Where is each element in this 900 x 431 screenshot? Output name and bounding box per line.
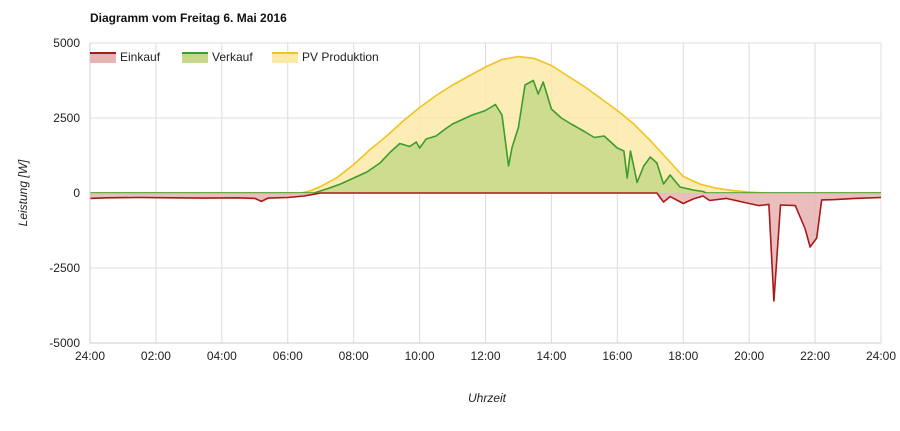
y-tick-label: 5000	[53, 36, 80, 50]
x-tick-label: 02:00	[141, 349, 171, 363]
x-tick-label: 24:00	[866, 349, 896, 363]
x-tick-label: 04:00	[207, 349, 237, 363]
x-axis-title: Uhrzeit	[468, 391, 507, 405]
y-tick-label: -2500	[49, 261, 80, 275]
legend-label: Einkauf	[120, 50, 161, 64]
series-line-einkauf	[89, 192, 882, 302]
legend-label: PV Produktion	[302, 50, 379, 64]
series-layer	[89, 55, 882, 302]
series-area-einkauf	[90, 193, 881, 301]
y-tick-label: 0	[73, 186, 80, 200]
y-tick-label: 2500	[53, 111, 80, 125]
series-area-verkauf	[90, 80, 881, 193]
x-tick-label: 12:00	[470, 349, 500, 363]
legend-swatch	[182, 52, 208, 63]
x-tick-label: 18:00	[668, 349, 698, 363]
x-tick-label: 20:00	[734, 349, 764, 363]
chart-title: Diagramm vom Freitag 6. Mai 2016	[90, 11, 287, 25]
y-tick-label: -5000	[49, 336, 80, 350]
series-line-verkauf	[90, 79, 881, 194]
y-axis-title: Leistung [W]	[16, 159, 30, 226]
legend-item-einkauf: Einkauf	[90, 50, 161, 64]
x-tick-label: 08:00	[339, 349, 369, 363]
x-tick-label: 16:00	[602, 349, 632, 363]
series-line-pv-produktion	[90, 55, 881, 194]
x-tick-label: 14:00	[536, 349, 566, 363]
x-tick-label: 24:00	[75, 349, 105, 363]
x-tick-label: 22:00	[800, 349, 830, 363]
x-tick-label: 06:00	[273, 349, 303, 363]
legend-swatch	[90, 52, 116, 63]
legend-swatch	[272, 52, 298, 63]
x-tick-label: 10:00	[405, 349, 435, 363]
legend: Einkauf Verkauf PV Produktion	[90, 50, 379, 64]
legend-item-pv-produktion: PV Produktion	[272, 50, 379, 64]
legend-item-verkauf: Verkauf	[182, 50, 253, 64]
legend-label: Verkauf	[212, 50, 253, 64]
